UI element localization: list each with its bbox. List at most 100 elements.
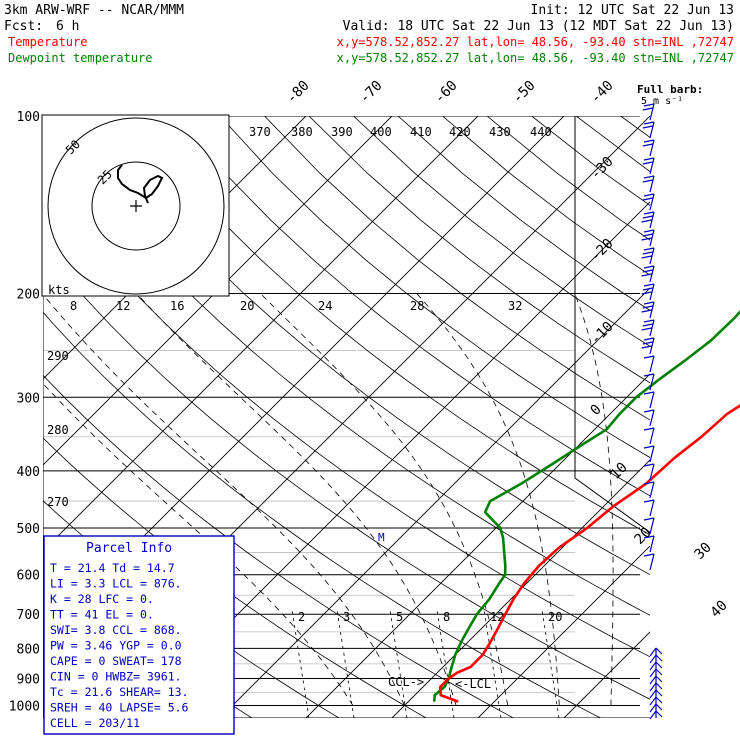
pressure-label: 100 [17,110,40,125]
pressure-axis: 100 200 300 400 500 600 700 800 900 1000 [9,110,40,715]
dry-adiabat-line [219,116,650,458]
dewpoint-location: x,y=578.52,852.27 lat,lon= 48.56, -93.40… [337,51,734,65]
pressure-label: 800 [17,642,40,657]
mixing-ratio-line [483,609,502,718]
dry-adiabat-line [130,116,650,536]
isotherm-label: -60 [432,78,461,107]
header: 3km ARW-WRF -- NCAR/MMM Init: 12 UTC Sat… [4,3,734,65]
wind-barb [649,654,663,664]
hodograph-center-icon [130,200,142,212]
wind-barb [643,355,655,373]
wind-barb [649,661,663,671]
mixing-ratio-label: 3 [343,610,350,624]
parcel-info-row: Tc = 21.6 SHEAR= 13. [50,685,188,699]
parcel-info-row: CAPE = 0 SWEAT= 178 [50,654,182,668]
temperature-location: x,y=578.52,852.27 lat,lon= 48.56, -93.40… [337,35,734,49]
model-title: 3km ARW-WRF -- NCAR/MMM [4,3,184,18]
wind-barb [642,103,655,121]
fcst-label: Fcst: [4,19,43,34]
dry-adiabat-line [264,116,650,421]
mean-wind-marker: M [378,531,385,544]
isotherm-line [219,287,650,718]
parcel-info-row: SWI= 3.8 CCL = 868. [50,623,182,637]
hodograph-speed-label: 12 [116,299,130,313]
isotherm-label: 40 [708,598,731,621]
isotherm-line [43,116,49,122]
wind-barb [643,499,655,517]
moist-adiabat-line [136,293,457,706]
moist-adiabat-line [416,293,560,706]
wind-barb [649,710,663,720]
dry-adiabat-line [43,247,650,700]
dewpoint-legend: Dewpoint temperature [8,51,153,65]
hodograph-speed-label: 24 [318,299,332,313]
wind-barb [649,668,663,678]
theta-label: 400 [370,125,392,139]
parcel-info-box [43,535,235,735]
theta-label: 430 [489,125,511,139]
wind-barb [642,157,655,175]
theta-label: 290 [47,349,69,363]
moist-adiabat-line [43,293,405,706]
wind-key-value: 5 m s⁻¹ [641,96,683,107]
isotherm-label: -50 [510,78,539,107]
mixing-ratio-line [541,609,560,718]
wind-barb [641,337,655,355]
dry-adiabat-line [665,116,740,718]
isotherm-label: -40 [588,78,617,107]
isotherm-label: 10 [608,460,631,483]
wind-barb [643,535,655,553]
pressure-label: 200 [17,287,40,302]
wind-barb [642,121,655,139]
wind-barb [642,175,655,193]
hodograph-speed-label: 32 [508,299,522,313]
dry-adiabat-line [575,116,650,173]
wind-barb [641,301,655,319]
isotherm-line [649,717,650,718]
wind-barb [643,373,655,391]
isotherm-line [43,116,479,552]
hodograph-speed-label: 8 [70,299,77,313]
dry-adiabat-line [531,116,650,206]
wind-barb [649,703,663,713]
pressure-label: 300 [17,391,40,406]
mixing-ratio-label: 8 [443,610,450,624]
wind-barb [641,283,655,301]
hodograph-speed-label: 28 [410,299,424,313]
dry-adiabat-line [308,116,650,384]
isotherm-label: 0 [588,402,605,419]
mixing-ratio-line [436,609,455,718]
wind-barb [649,696,663,706]
hodograph-speed-label: 16 [170,299,184,313]
wind-barb [643,445,655,463]
wind-barb [643,391,655,409]
hodograph-ring-25 [91,161,181,251]
wind-barb [649,689,663,699]
parcel-info-row: CELL = 203/11 [50,716,140,730]
hodograph-trace [117,164,164,204]
dry-adiabat-line [486,116,650,241]
mixing-ratio-line [291,609,310,718]
dry-adiabat-line [86,116,650,576]
parcel-info-row: TT = 41 EL = 0. [50,608,154,622]
isotherm-line [736,116,740,718]
valid-time: Valid: 18 UTC Sat 22 Jun 13 (12 MDT Sat … [343,19,734,34]
dry-adiabat-line [43,116,650,616]
hodograph-units: kts [48,283,70,297]
wind-barb [642,139,655,157]
theta-label: 380 [291,125,313,139]
parcel-info-rows: T = 21.4 Td = 14.7 LI = 3.3 LCL = 876.K =… [50,561,189,730]
wind-barb [643,553,655,571]
temperature-line [438,404,740,703]
isotherm-line [391,459,650,718]
moist-adiabat-line [43,382,354,706]
wind-barb [643,427,655,445]
mixing-ratio-line [336,609,355,718]
isotherm-line [477,545,650,718]
dry-adiabat-line [397,116,650,311]
fcst-value: 6 h [56,19,79,34]
parcel-info-row: CIN = 0 HWBZ= 3961. [50,670,182,684]
wind-key-title: Full barb: [637,83,703,96]
pressure-label: 700 [17,608,40,623]
